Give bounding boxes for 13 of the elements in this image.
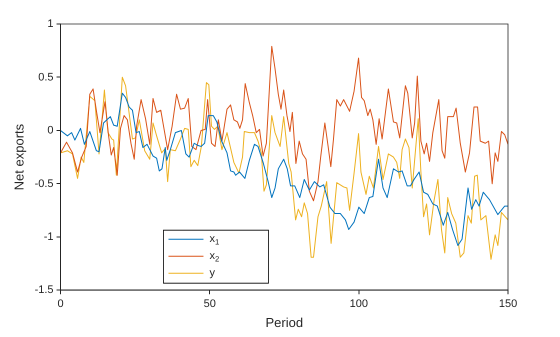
y-tick-label: -0.5 — [34, 178, 54, 190]
x-tick-label: 0 — [57, 298, 64, 310]
y-axis-title: Net exports — [11, 123, 26, 190]
x-tick-label: 50 — [204, 298, 216, 310]
y-tick-label: 0.5 — [38, 71, 54, 84]
y-tick-label: -1 — [44, 230, 54, 243]
y-tick-label: 1 — [47, 18, 54, 30]
x-axis-title: Period — [265, 314, 304, 330]
x-tick-label: 100 — [350, 298, 368, 310]
y-tick-label: 0 — [47, 124, 54, 137]
x-tick-label: 150 — [498, 298, 518, 310]
y-tick-label: -1.5 — [34, 284, 54, 296]
legend-label: y — [209, 267, 216, 280]
